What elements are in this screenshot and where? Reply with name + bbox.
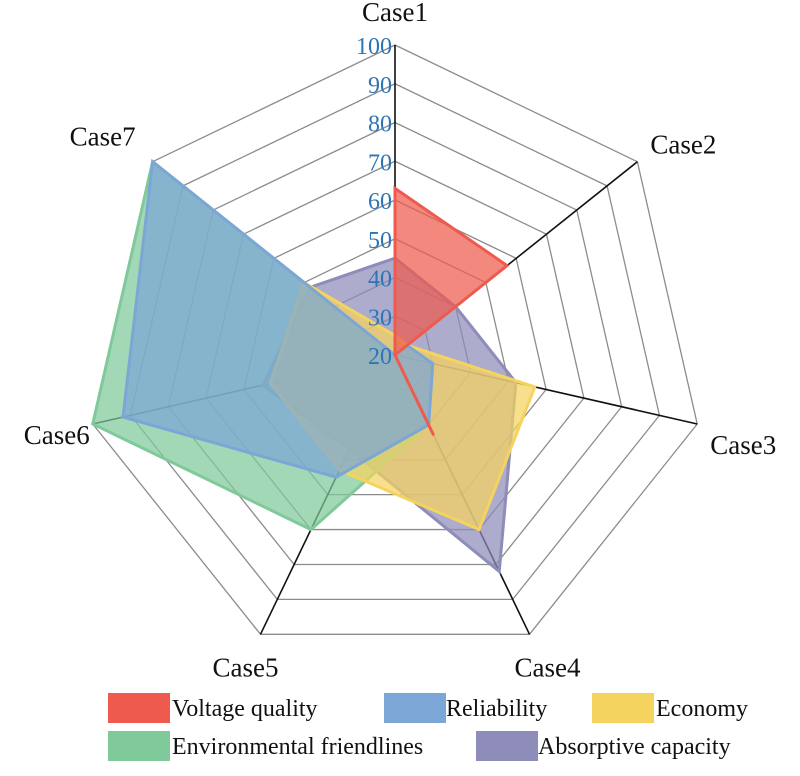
point-environmental-friendlines-case5 <box>309 528 312 531</box>
category-label-case5: Case5 <box>213 652 279 682</box>
legend-swatch-reliability <box>384 693 446 723</box>
point-economy-case3 <box>533 385 536 388</box>
tick-label-30: 30 <box>368 305 392 331</box>
legend-label-absorptive-capacity: Absorptive capacity <box>538 734 731 760</box>
tick-label-20: 20 <box>368 344 392 370</box>
tick-label-100: 100 <box>356 34 392 60</box>
point-reliability-case7 <box>151 160 154 163</box>
series-reliability <box>121 158 435 479</box>
point-reliability-case6 <box>121 416 124 419</box>
point-reliability-case3 <box>431 362 434 365</box>
radar-tick-labels: 20 30 40 50 60 70 80 90 100 <box>356 34 392 370</box>
legend-swatch-environmental-friendlines <box>108 731 170 761</box>
point-voltage-quality-case2 <box>506 264 509 267</box>
legend-label-voltage-quality: Voltage quality <box>172 696 318 722</box>
radar-category-labels: Case1 Case2 Case3 Case4 Case5 Case6 Case7 <box>24 0 776 682</box>
legend-label-economy: Economy <box>656 696 748 722</box>
point-voltage-quality-case1 <box>394 187 397 190</box>
tick-label-80: 80 <box>368 112 392 138</box>
series-area-voltage-quality <box>393 185 510 436</box>
tick-label-70: 70 <box>368 150 392 176</box>
tick-label-50: 50 <box>368 228 392 254</box>
legend-swatch-economy <box>592 693 654 723</box>
radar-series <box>91 158 537 575</box>
series-area-reliability <box>121 158 435 479</box>
point-absorptive-capacity-case4 <box>498 570 501 573</box>
category-label-case7: Case7 <box>70 122 136 152</box>
category-label-case3: Case3 <box>710 430 776 460</box>
category-label-case6: Case6 <box>24 420 90 450</box>
category-label-case4: Case4 <box>515 652 581 682</box>
point-voltage-quality-case7 <box>394 354 397 357</box>
legend-label-environmental-friendlines: Environmental friendlines <box>172 734 423 760</box>
category-label-case2: Case2 <box>650 130 716 160</box>
legend-swatch-absorptive-capacity <box>476 731 538 761</box>
point-economy-case4 <box>478 528 481 531</box>
legend-label-reliability: Reliability <box>446 696 547 722</box>
point-reliability-case5 <box>335 476 338 479</box>
legend-swatch-voltage-quality <box>108 693 170 723</box>
point-voltage-quality-case4 <box>432 434 435 437</box>
point-environmental-friendlines-case6 <box>91 422 94 425</box>
legend: Voltage quality Reliability Economy Environ… <box>108 693 748 761</box>
tick-label-40: 40 <box>368 267 392 293</box>
category-label-case1: Case1 <box>362 0 428 27</box>
series-voltage-quality <box>393 185 510 437</box>
tick-label-60: 60 <box>368 189 392 215</box>
tick-label-90: 90 <box>368 73 392 99</box>
